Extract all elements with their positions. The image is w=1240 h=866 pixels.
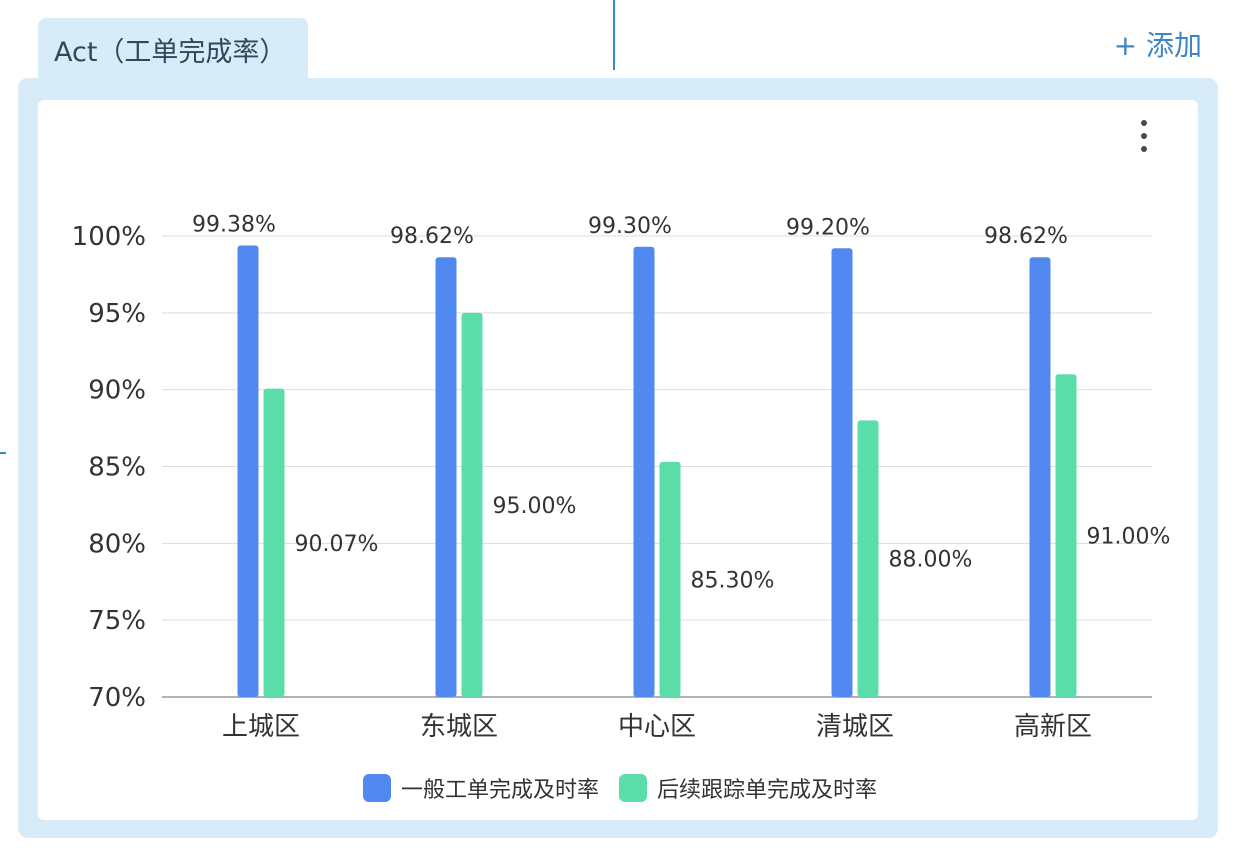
left-edge-mark: [0, 452, 6, 454]
legend-swatch-series-2: [619, 774, 647, 802]
y-tick-label: 85%: [88, 453, 146, 483]
x-tick-label: 上城区: [222, 712, 300, 742]
x-tick-label: 清城区: [816, 712, 894, 742]
data-label-series-2: 88.00%: [889, 548, 973, 573]
tab-divider: [613, 0, 615, 70]
chart-card: [38, 100, 1198, 820]
data-label-series-2: 91.00%: [1087, 525, 1171, 550]
data-label-series-2: 85.30%: [691, 568, 775, 593]
bar-series-1: [1029, 257, 1051, 697]
bar-series-1: [237, 245, 259, 697]
legend-item-series-2[interactable]: 后续跟踪单完成及时率: [619, 772, 877, 804]
chart-legend: 一般工单完成及时率 后续跟踪单完成及时率: [0, 772, 1240, 804]
add-button[interactable]: + 添加: [1113, 29, 1202, 62]
bar-series-2: [857, 420, 879, 697]
chart-tab-title: Act（工单完成率）: [54, 37, 287, 68]
legend-item-series-1[interactable]: 一般工单完成及时率: [362, 772, 599, 804]
y-tick-label: 75%: [88, 606, 146, 636]
data-label-series-2: 95.00%: [493, 494, 577, 519]
y-tick-label: 100%: [72, 222, 146, 252]
y-tick-label: 90%: [88, 376, 146, 406]
bar-series-1: [633, 246, 655, 698]
more-vertical-icon[interactable]: [1132, 116, 1156, 156]
data-label-series-1: 99.30%: [588, 214, 672, 239]
bar-series-2: [659, 461, 681, 697]
data-label-series-1: 98.62%: [984, 224, 1068, 249]
x-tick-label: 高新区: [1014, 712, 1092, 742]
y-tick-label: 80%: [88, 529, 146, 559]
data-label-series-1: 99.38%: [192, 213, 276, 238]
legend-label-series-2: 后续跟踪单完成及时率: [657, 778, 878, 803]
legend-swatch-series-1: [362, 774, 391, 802]
x-tick-label: 东城区: [420, 712, 498, 742]
y-tick-label: 95%: [88, 299, 146, 329]
bar-series-2: [263, 388, 285, 697]
data-label-series-1: 98.62%: [390, 224, 474, 249]
chart-tab[interactable]: Act（工单完成率）: [38, 18, 308, 80]
legend-label-series-1: 一般工单完成及时率: [400, 778, 599, 803]
bar-series-2: [461, 312, 483, 697]
bar-series-2: [1055, 374, 1077, 697]
bar-series-1: [435, 257, 457, 697]
x-tick-label: 中心区: [618, 712, 696, 742]
y-tick-label: 70%: [88, 683, 146, 713]
data-label-series-2: 90.07%: [295, 532, 379, 557]
bar-series-1: [831, 248, 853, 697]
data-label-series-1: 99.20%: [786, 215, 870, 240]
